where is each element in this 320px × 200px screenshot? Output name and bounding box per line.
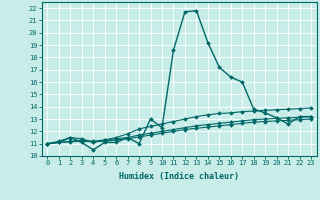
X-axis label: Humidex (Indice chaleur): Humidex (Indice chaleur) <box>119 172 239 181</box>
